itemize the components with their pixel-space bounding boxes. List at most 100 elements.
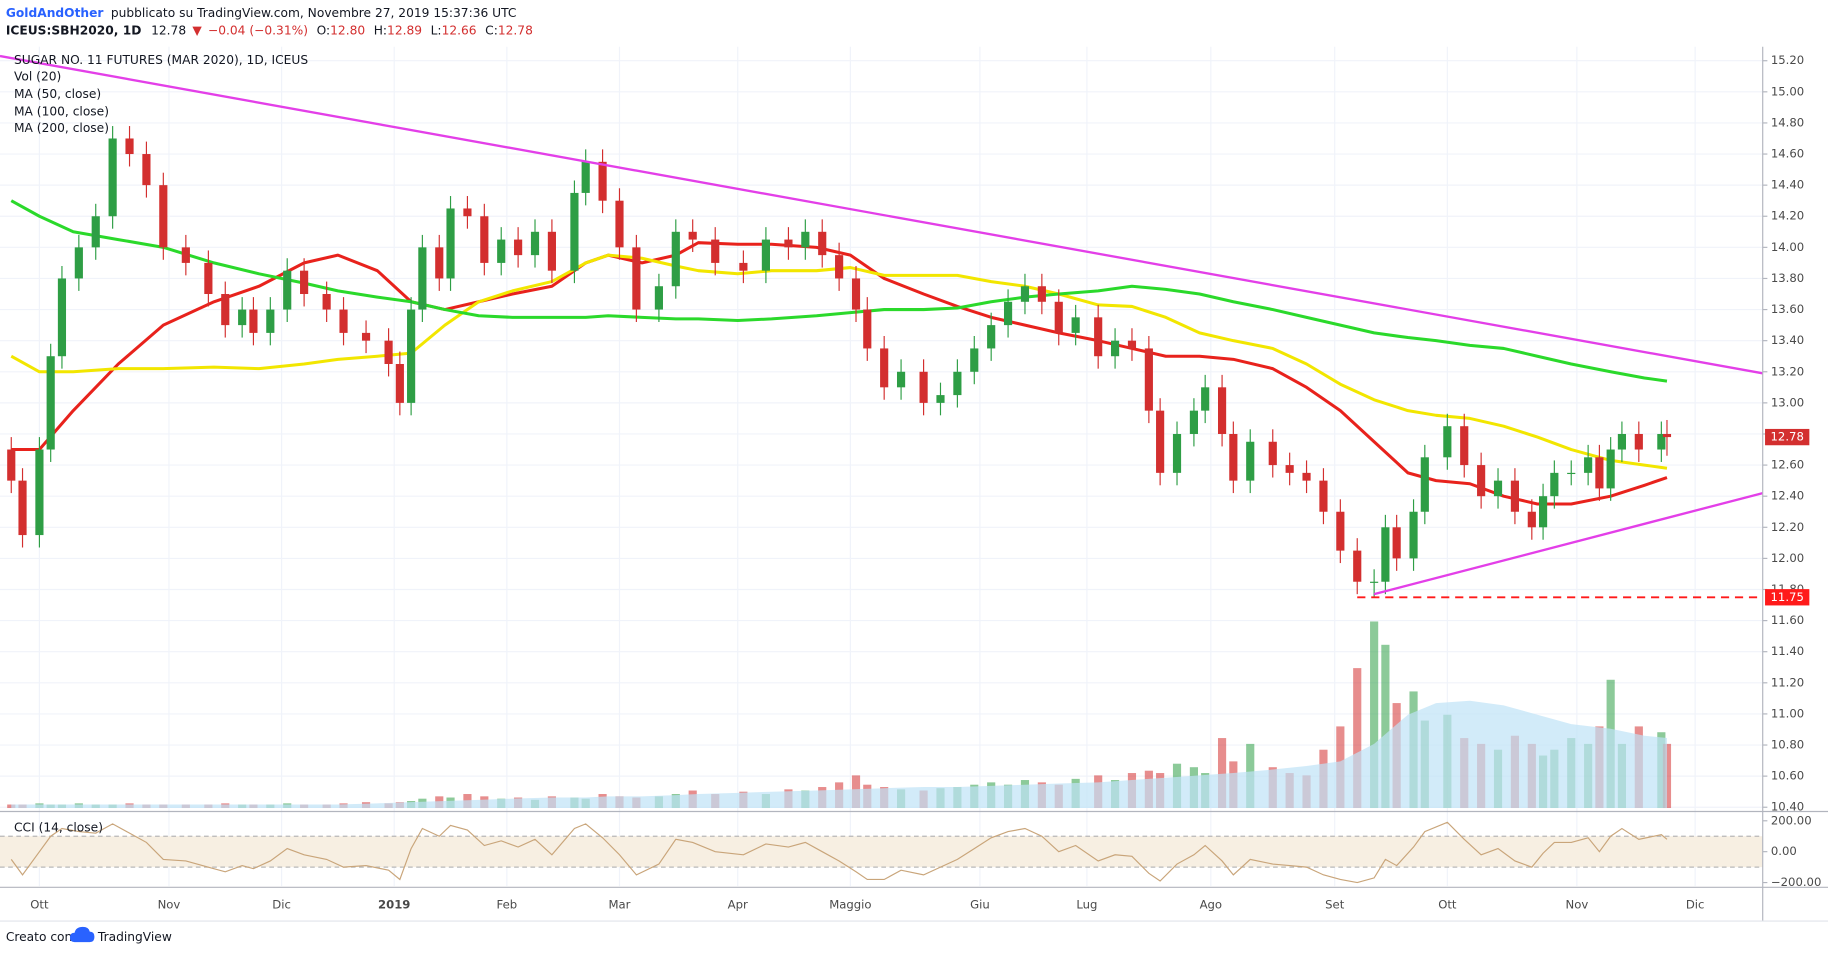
- candle-body: [1156, 410, 1165, 473]
- candle-body: [1071, 317, 1080, 333]
- candle-body: [249, 309, 258, 333]
- candle-body: [18, 480, 27, 536]
- published: pubblicato su TradingView.com, Novembre …: [111, 5, 517, 19]
- chart-title: SUGAR NO. 11 FUTURES (MAR 2020), 1D, ICE…: [14, 53, 308, 67]
- symbol: ICEUS:SBH2020, 1D: [6, 23, 142, 37]
- cci-band: [0, 836, 1763, 868]
- volume-bar: [1381, 644, 1390, 809]
- ohlc-value: 12.78: [498, 23, 533, 37]
- candle-body: [919, 371, 928, 403]
- candle-body: [615, 200, 624, 248]
- candle-body: [936, 395, 945, 403]
- tradingview-logo[interactable]: [69, 926, 95, 943]
- ohlc-value: 12.89: [387, 23, 422, 37]
- candle-body: [142, 154, 151, 186]
- candle-body: [1657, 433, 1666, 450]
- x-tick-label: Feb: [497, 897, 518, 911]
- candle-body: [863, 309, 872, 349]
- y-tick-label: 12.40: [1771, 489, 1804, 503]
- candle-body: [530, 231, 540, 256]
- candle-body: [463, 208, 472, 217]
- ohlc-label: C:: [485, 23, 498, 37]
- y-tick-label: 14.00: [1771, 240, 1804, 254]
- candle-body: [1567, 472, 1576, 475]
- candle-body: [514, 239, 523, 256]
- candle-body: [1370, 581, 1379, 583]
- candle-body: [1381, 527, 1390, 582]
- candle-body: [1584, 457, 1593, 473]
- candle-body: [1493, 480, 1503, 497]
- x-tick-label: Nov: [1566, 897, 1589, 911]
- x-tick-label: 2019: [378, 897, 410, 911]
- candle-body: [1538, 496, 1548, 528]
- y-tick-label: 13.40: [1771, 333, 1804, 347]
- cci-title: CCI (14, close): [14, 820, 103, 834]
- y-tick-label: 14.60: [1771, 147, 1804, 161]
- trendline: [0, 54, 1763, 375]
- candle-body: [1302, 472, 1311, 481]
- down-arrow: ▼: [192, 23, 202, 37]
- candle-body: [1003, 301, 1013, 326]
- candle-body: [35, 449, 44, 536]
- x-tick-label: Ago: [1200, 897, 1222, 911]
- legend-entry: MA (50, close): [14, 87, 101, 101]
- y-tick-label: 11.40: [1771, 644, 1804, 658]
- volume-ma-area: [11, 700, 1667, 809]
- candle-body: [671, 231, 680, 287]
- candle-body: [108, 138, 117, 217]
- candle-body: [384, 340, 393, 364]
- candle-body: [407, 309, 416, 403]
- candle-body: [1037, 286, 1046, 302]
- x-tick-label: Ott: [30, 897, 49, 911]
- last-value: 12.78: [151, 23, 186, 37]
- candle-body: [688, 231, 697, 240]
- y-tick-label: 14.40: [1771, 178, 1804, 192]
- y-tick-label: 200.00: [1771, 813, 1812, 827]
- candle-body: [761, 239, 770, 271]
- trendline: [1373, 491, 1764, 596]
- candle-body: [1409, 511, 1418, 559]
- candle-body: [654, 286, 663, 310]
- y-tick-label: 11.00: [1771, 706, 1804, 720]
- y-tick-label: 14.20: [1771, 209, 1804, 223]
- candle-body: [1319, 480, 1328, 512]
- volume-bar: [1217, 738, 1227, 809]
- legend-entry: MA (200, close): [14, 121, 109, 135]
- y-tick-label: 12.60: [1771, 458, 1804, 472]
- candle-body: [1127, 340, 1137, 349]
- candle-body: [547, 231, 556, 271]
- y-tick-label: 13.60: [1771, 302, 1804, 316]
- y-tick-label: 15.00: [1771, 84, 1804, 98]
- last-price-box: [1765, 428, 1810, 446]
- candle-body: [435, 247, 444, 279]
- ohlc-label: H:: [374, 23, 387, 37]
- candle-body: [851, 278, 861, 310]
- x-tick-label: Mar: [608, 897, 630, 911]
- volume-title: Vol (20): [14, 70, 61, 84]
- ohlc-value: 12.66: [442, 23, 477, 37]
- candle-body: [395, 363, 404, 403]
- candle-body: [1617, 433, 1627, 450]
- y-tick-label: 13.00: [1771, 395, 1804, 409]
- candle-body: [739, 262, 748, 271]
- candle-body: [159, 185, 168, 248]
- candle-body: [1054, 301, 1063, 333]
- candle-body: [1229, 433, 1238, 481]
- candle-body: [1201, 387, 1210, 411]
- change: −0.04 (−0.31%): [208, 23, 308, 37]
- candle-body: [1662, 433, 1672, 438]
- x-tick-label: Maggio: [829, 897, 871, 911]
- candle-body: [570, 192, 579, 271]
- candle-body: [818, 231, 827, 256]
- candle-body: [1477, 465, 1486, 497]
- candle-body: [300, 270, 309, 295]
- author[interactable]: GoldAndOther: [6, 5, 104, 19]
- candle-body: [181, 247, 190, 263]
- brand[interactable]: TradingView: [97, 930, 172, 944]
- candle-body: [1110, 340, 1120, 357]
- candle-body: [1420, 457, 1429, 512]
- candle-body: [1460, 426, 1469, 466]
- support-label-box: [1765, 589, 1810, 606]
- candle-body: [322, 294, 331, 310]
